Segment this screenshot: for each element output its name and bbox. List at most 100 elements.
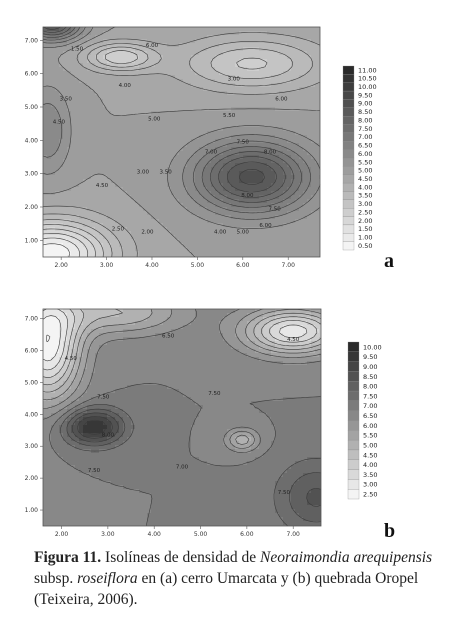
contour-cell bbox=[175, 143, 179, 147]
contour-cell bbox=[279, 159, 283, 163]
contour-cell bbox=[287, 99, 291, 103]
contour-cell bbox=[155, 139, 159, 143]
contour-cell bbox=[271, 325, 275, 329]
contour-cell bbox=[107, 231, 111, 235]
contour-cell bbox=[103, 251, 107, 255]
contour-cell bbox=[67, 215, 71, 219]
contour-cell bbox=[203, 43, 207, 47]
contour-cell bbox=[135, 175, 139, 179]
contour-cell bbox=[259, 251, 263, 255]
contour-cell bbox=[271, 251, 275, 255]
contour-cell bbox=[103, 333, 107, 337]
contour-cell bbox=[219, 325, 223, 329]
contour-cell bbox=[231, 63, 235, 67]
contour-cell bbox=[155, 231, 159, 235]
contour-cell bbox=[275, 71, 279, 75]
contour-cell bbox=[275, 95, 279, 99]
contour-cell bbox=[275, 255, 279, 257]
contour-cell bbox=[123, 59, 127, 63]
contour-cell bbox=[159, 87, 163, 91]
contour-cell bbox=[255, 329, 259, 333]
contour-cell bbox=[219, 223, 223, 227]
contour-cell bbox=[131, 35, 135, 39]
contour-cell bbox=[291, 111, 295, 115]
contour-cell bbox=[155, 341, 159, 345]
contour-cell bbox=[143, 119, 147, 123]
contour-cell bbox=[219, 195, 223, 199]
x-tick-label: 2.00 bbox=[54, 262, 68, 269]
contour-cell bbox=[103, 345, 107, 349]
contour-cell bbox=[55, 27, 59, 31]
contour-cell bbox=[51, 119, 55, 123]
contour-cell bbox=[123, 215, 127, 219]
contour-cell bbox=[87, 313, 91, 317]
contour-cell bbox=[43, 27, 47, 31]
contour-cell bbox=[55, 167, 59, 171]
contour-cell bbox=[223, 167, 227, 171]
contour-cell bbox=[183, 135, 187, 139]
contour-cell bbox=[307, 251, 311, 255]
contour-cell bbox=[83, 139, 87, 143]
contour-line bbox=[42, 243, 71, 258]
contour-cell bbox=[283, 341, 287, 345]
contour-cell bbox=[175, 27, 179, 31]
contour-cell bbox=[51, 317, 55, 321]
contour-cell bbox=[43, 171, 47, 175]
contour-cell bbox=[79, 135, 83, 139]
contour-cell bbox=[319, 203, 320, 207]
contour-cell bbox=[299, 345, 303, 349]
contour-cell bbox=[83, 313, 87, 317]
contour-cell bbox=[187, 227, 191, 231]
contour-cell bbox=[47, 155, 51, 159]
contour-cell bbox=[315, 179, 319, 183]
contour-cell bbox=[279, 187, 283, 191]
contour-cell bbox=[215, 31, 219, 35]
contour-cell bbox=[139, 167, 143, 171]
contour-cell bbox=[155, 171, 159, 175]
contour-cell bbox=[295, 55, 299, 59]
contour-cell bbox=[191, 349, 195, 353]
contour-cell bbox=[311, 67, 315, 71]
contour-cell bbox=[103, 231, 107, 235]
contour-cell bbox=[203, 143, 207, 147]
contour-cell bbox=[207, 215, 211, 219]
contour-cell bbox=[83, 131, 87, 135]
contour-cell bbox=[275, 175, 279, 179]
contour-cell bbox=[247, 79, 251, 83]
contour-cell bbox=[195, 321, 199, 325]
contour-cell bbox=[147, 349, 151, 353]
contour-cell bbox=[159, 317, 163, 321]
contour-cell bbox=[207, 31, 211, 35]
contour-cell bbox=[123, 139, 127, 143]
contour-cell bbox=[183, 309, 187, 313]
contour-cell bbox=[79, 67, 83, 71]
contour-cell bbox=[231, 75, 235, 79]
contour-cell bbox=[303, 317, 307, 321]
contour-cell bbox=[91, 43, 95, 47]
contour-cell bbox=[131, 211, 135, 215]
contour-cell bbox=[271, 47, 275, 51]
contour-cell bbox=[115, 255, 119, 257]
contour-cell bbox=[259, 103, 263, 107]
contour-cell bbox=[43, 55, 47, 59]
contour-cell bbox=[191, 187, 195, 191]
contour-cell bbox=[315, 309, 319, 313]
contour-cell bbox=[315, 349, 319, 353]
contour-cell bbox=[319, 59, 320, 63]
contour-cell bbox=[271, 255, 275, 257]
contour-cell bbox=[51, 59, 55, 63]
contour-cell bbox=[159, 215, 163, 219]
contour-cell bbox=[107, 203, 111, 207]
contour-cell bbox=[259, 59, 263, 63]
contour-cell bbox=[139, 87, 143, 91]
contour-cell bbox=[235, 59, 239, 63]
contour-cell bbox=[235, 87, 239, 91]
contour-cell bbox=[59, 111, 63, 115]
contour-cell bbox=[87, 135, 91, 139]
contour-cell bbox=[287, 341, 291, 345]
contour-cell bbox=[163, 353, 167, 357]
contour-cell bbox=[231, 135, 235, 139]
contour-cell bbox=[71, 131, 75, 135]
y-tick-label: 4.00 bbox=[25, 137, 39, 144]
contour-cell bbox=[303, 71, 307, 75]
